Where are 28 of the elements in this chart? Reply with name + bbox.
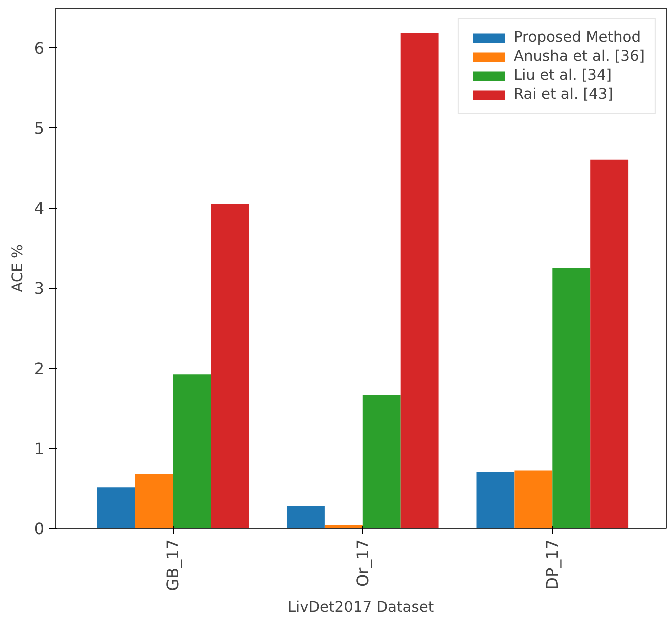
legend-label: Anusha et al. [36] [514,48,645,65]
legend-label: Rai et al. [43] [514,86,614,103]
y-tick-label: 6 [34,38,45,58]
y-axis-title: ACE % [9,244,26,292]
bar [211,204,250,528]
bar [514,470,553,528]
y-tick-label: 5 [34,118,45,138]
x-tick-label: Or_17 [353,540,372,588]
y-tick-label: 1 [34,439,45,458]
bar [400,33,439,528]
legend-label: Liu et al. [34] [514,67,612,84]
bar [590,160,629,528]
y-tick-label: 3 [34,279,45,298]
y-tick-label: 2 [34,359,45,378]
bar [324,525,363,528]
x-tick-label: DP_17 [543,540,562,590]
bar [173,374,212,528]
legend-label: Proposed Method [514,29,642,46]
y-tick-label: 4 [34,199,45,218]
x-tick-label: GB_17 [164,540,183,592]
bar [97,488,136,528]
x-axis-title: LivDet2017 Dataset [288,599,434,616]
bar [135,474,174,528]
bar [552,268,591,528]
bar [286,506,325,528]
bar [362,395,401,528]
y-tick-label: 0 [34,520,45,538]
bar [476,472,515,528]
